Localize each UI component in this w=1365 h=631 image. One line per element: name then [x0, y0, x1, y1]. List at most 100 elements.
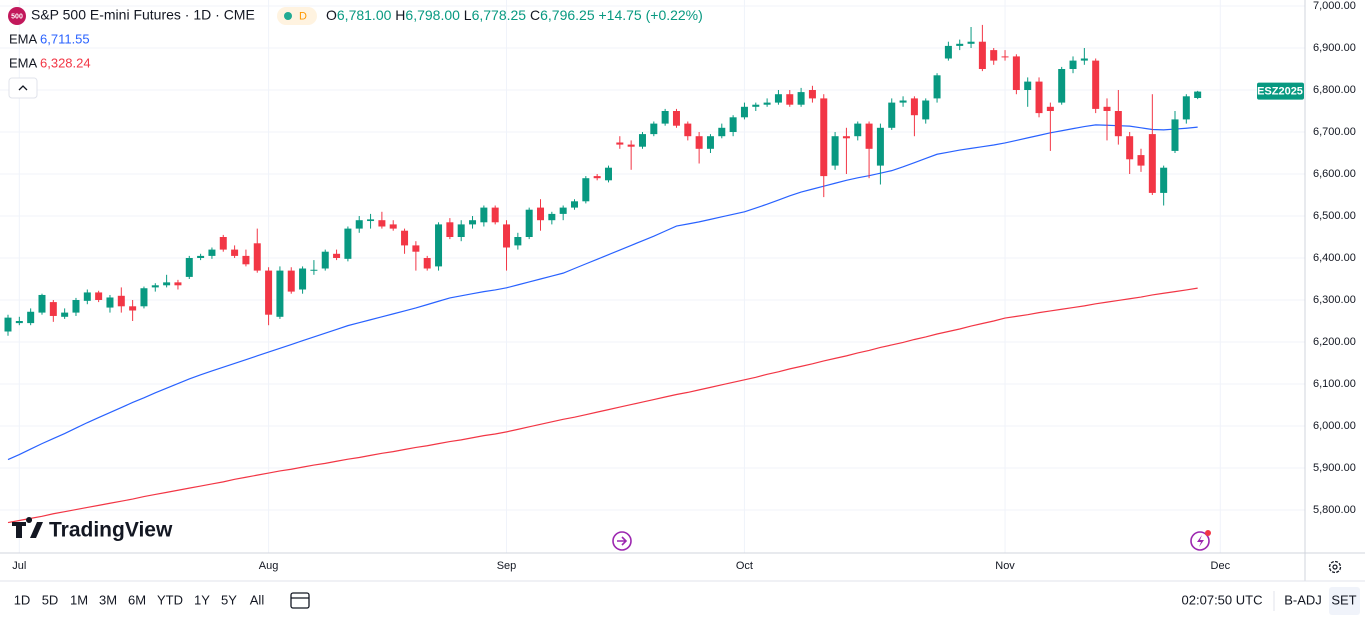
candle-body — [559, 207, 567, 214]
x-tick-label: Oct — [736, 560, 753, 572]
x-tick-label: Nov — [995, 560, 1015, 572]
event-icon[interactable] — [612, 531, 632, 551]
calendar-button[interactable] — [290, 592, 310, 609]
candle-body — [457, 224, 465, 237]
candle-body — [231, 249, 239, 256]
y-tick-label: 7,000.00 — [1313, 0, 1356, 12]
candle-body — [797, 92, 805, 105]
close-label: C — [530, 7, 540, 23]
candle-body — [423, 257, 431, 269]
candle-body — [593, 176, 601, 179]
open-value: 6,781.00 — [337, 7, 392, 23]
clock[interactable]: 02:07:50 UTC — [1182, 592, 1263, 607]
candle-body — [446, 222, 454, 237]
candle-body — [208, 249, 216, 256]
ema-name: EMA — [9, 55, 38, 70]
ema-line — [7, 124, 1198, 461]
candle-body — [1148, 134, 1156, 193]
range-button[interactable]: 6M — [128, 592, 146, 607]
candle-body — [276, 270, 284, 317]
candle-body — [740, 106, 748, 118]
candle-body — [265, 270, 273, 315]
range-button[interactable]: 1Y — [194, 592, 210, 607]
range-button[interactable]: 1D — [14, 592, 31, 607]
flash-circle[interactable] — [1190, 531, 1210, 551]
candle-body — [1137, 155, 1145, 166]
candle-body — [627, 144, 635, 147]
candle-body — [933, 75, 941, 99]
candle-body — [514, 237, 522, 246]
gear-outer — [1328, 560, 1342, 574]
candle-body — [1024, 81, 1032, 91]
flash-icon[interactable] — [1190, 530, 1211, 551]
candle-body — [299, 268, 307, 290]
candle-body — [401, 230, 409, 246]
candle-body — [197, 255, 205, 258]
candle-body — [480, 207, 488, 223]
collapse-button[interactable] — [8, 77, 38, 99]
candle-body — [83, 292, 91, 301]
flash-dot — [1205, 530, 1211, 536]
range-button[interactable]: All — [250, 592, 265, 607]
status-badge[interactable] — [277, 7, 317, 25]
candle-body — [140, 288, 148, 307]
candle-body — [922, 100, 930, 120]
candle-body — [38, 294, 46, 313]
candle-body — [163, 282, 171, 286]
candle-body — [242, 255, 250, 265]
candle-body — [27, 311, 35, 324]
candle-body — [106, 297, 114, 308]
legend: 500 S&P 500 E-mini Futures · 1D · CME D … — [8, 7, 703, 99]
ema-value: 6,328.24 — [40, 55, 91, 70]
axes: 5,800.00 5,900.00 6,000.00 6,100.00 6,200.00… — [12, 0, 1356, 572]
candle-body — [219, 237, 227, 250]
candle-body — [684, 123, 692, 137]
event-circle[interactable] — [612, 531, 632, 551]
session-button[interactable]: SET — [1331, 592, 1356, 607]
candle-body — [469, 220, 477, 225]
candle-body — [1069, 60, 1077, 70]
range-button[interactable]: YTD — [157, 592, 183, 607]
settings-button[interactable] — [1328, 560, 1342, 574]
adjust-button[interactable]: B-ADJ — [1284, 592, 1322, 607]
candle-body — [253, 243, 261, 271]
candle-body — [1058, 69, 1066, 103]
range-button[interactable]: 5D — [42, 592, 59, 607]
session-bg[interactable] — [1329, 587, 1360, 615]
candle-body — [638, 134, 646, 147]
candle-body — [72, 299, 80, 313]
candle-body — [15, 320, 23, 324]
symbol-badge: 500 — [11, 13, 23, 20]
candle-body — [537, 207, 545, 221]
candle-body — [1160, 167, 1168, 193]
y-tick-label: 5,900.00 — [1313, 462, 1356, 474]
low-value: 6,778.25 — [472, 7, 527, 23]
candle-body — [1194, 91, 1202, 98]
candle-body — [944, 45, 952, 59]
y-tick-label: 6,800.00 — [1313, 84, 1356, 96]
candle-body — [808, 90, 816, 99]
candle-body — [310, 269, 318, 271]
candle-body — [729, 117, 737, 133]
candle-body — [752, 104, 760, 107]
y-tick-label: 6,900.00 — [1313, 42, 1356, 54]
candle-body — [548, 213, 556, 221]
candle-body — [706, 136, 714, 149]
range-button[interactable]: 1M — [70, 592, 88, 607]
candle-body — [117, 295, 125, 307]
calendar-icon[interactable] — [290, 592, 310, 609]
range-button[interactable]: 5Y — [221, 592, 237, 607]
candle-body — [616, 142, 624, 145]
y-tick-label: 6,500.00 — [1313, 210, 1356, 222]
candle-body — [865, 123, 873, 149]
y-tick-label: 6,000.00 — [1313, 420, 1356, 432]
candle-body — [4, 317, 12, 332]
candle-body — [990, 50, 998, 61]
close-value: 6,796.25 — [540, 7, 595, 23]
range-button[interactable]: 3M — [99, 592, 117, 607]
candle-body — [854, 123, 862, 137]
open-label: O — [326, 7, 337, 23]
candle-body — [876, 127, 884, 166]
